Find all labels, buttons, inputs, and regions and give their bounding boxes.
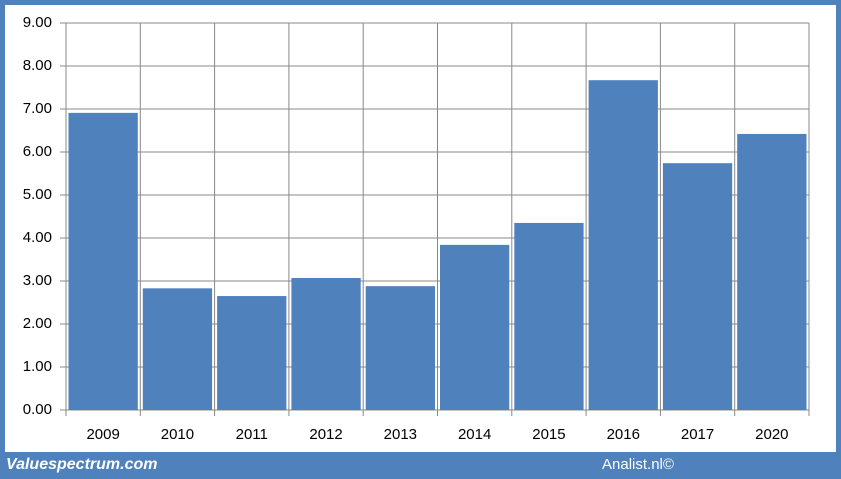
bar xyxy=(514,222,584,410)
y-tick-label: 6.00 xyxy=(23,143,52,160)
y-tick-label: 1.00 xyxy=(23,358,52,375)
footer-right: Analist.nl© xyxy=(602,456,674,473)
y-tick-label: 7.00 xyxy=(23,100,52,117)
bar xyxy=(217,296,287,410)
y-tick-label: 4.00 xyxy=(23,229,52,246)
footer-left: Valuespectrum.com xyxy=(6,456,157,473)
bar xyxy=(365,286,435,410)
y-tick-label: 5.00 xyxy=(23,186,52,203)
x-tick-label: 2009 xyxy=(86,426,119,443)
bar xyxy=(737,133,807,410)
y-tick-label: 9.00 xyxy=(23,14,52,31)
y-tick-label: 2.00 xyxy=(23,315,52,332)
x-tick-label: 2014 xyxy=(458,426,491,443)
bar xyxy=(142,288,213,410)
x-tick-label: 2015 xyxy=(532,426,565,443)
x-tick-label: 2011 xyxy=(236,426,268,443)
x-tick-label: 2016 xyxy=(607,426,640,443)
y-tick-label: 3.00 xyxy=(23,272,52,289)
bar xyxy=(68,112,138,411)
y-tick-label: 0.00 xyxy=(23,401,52,418)
bar xyxy=(588,80,658,410)
x-tick-label: 2012 xyxy=(309,426,342,443)
x-tick-label: 2020 xyxy=(755,426,788,443)
bar xyxy=(291,277,361,410)
x-tick-label: 2010 xyxy=(161,426,194,443)
x-tick-label: 2017 xyxy=(681,426,714,443)
y-tick-label: 8.00 xyxy=(23,57,52,74)
bar xyxy=(662,163,733,410)
x-tick-label: 2013 xyxy=(384,426,417,443)
bar xyxy=(440,244,510,410)
